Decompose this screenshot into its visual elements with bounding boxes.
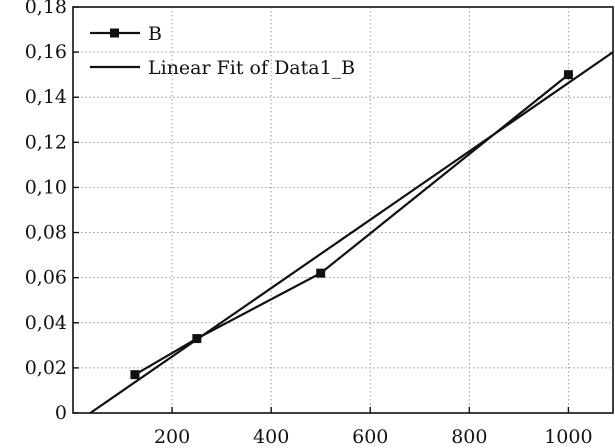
x-tick-label: 1000 <box>544 426 592 448</box>
data-point-marker <box>316 268 326 278</box>
x-tick-label: 800 <box>451 426 487 448</box>
series-line-linear-fit <box>89 51 614 414</box>
y-tick-label: 0,04 <box>25 312 67 334</box>
axes: 0 0,02 0,04 0,06 0,08 0,10 0,12 0,14 0,16 0,18 200… <box>25 0 614 448</box>
series-line-b <box>134 73 570 376</box>
data-point-marker <box>130 370 140 380</box>
legend-label-fit: Linear Fit of Data1_B <box>148 57 355 79</box>
y-tick-label: 0,10 <box>25 176 67 198</box>
y-tick-label: 0,02 <box>25 357 67 379</box>
y-tick-label: 0,12 <box>25 131 67 153</box>
y-tick-label: 0,08 <box>25 222 67 244</box>
legend-label-b: B <box>148 23 162 45</box>
y-tick-label: 0,06 <box>25 267 67 289</box>
legend-swatch-marker-b <box>110 28 119 38</box>
data-point-marker <box>563 70 573 80</box>
plot-series <box>89 51 614 414</box>
x-tick-label: 200 <box>154 426 190 448</box>
y-tick-label: 0,14 <box>25 86 67 108</box>
y-tick-label: 0 <box>55 402 67 424</box>
x-tick-label: 600 <box>352 426 388 448</box>
y-tick-label: 0,18 <box>25 0 67 18</box>
y-tick-label: 0,16 <box>25 41 67 63</box>
legend: B Linear Fit of Data1_B <box>90 23 355 79</box>
plot-frame <box>72 6 614 414</box>
x-tick-label: 400 <box>253 426 289 448</box>
